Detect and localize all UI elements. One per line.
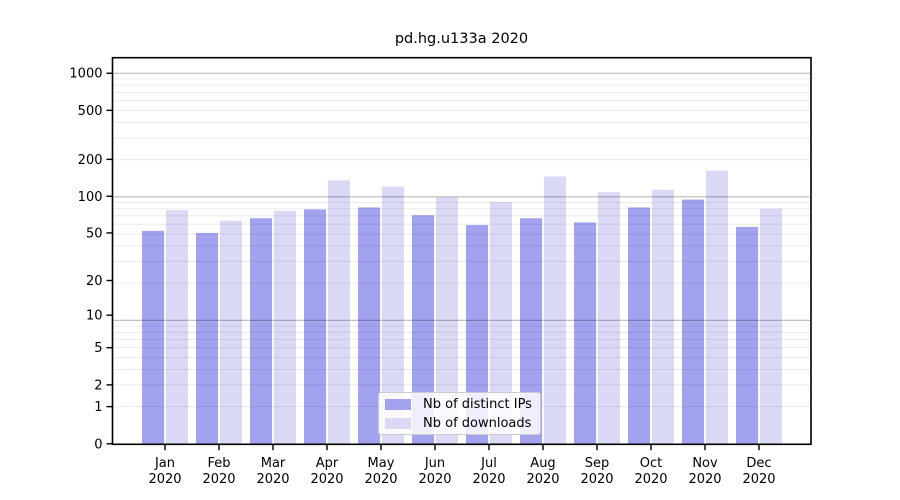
y-tick-label: 10: [86, 309, 103, 324]
bar-jul-downloads: [489, 201, 512, 445]
x-tick-label-year: 2020: [688, 472, 721, 487]
bar-nov-distinct-ips: [682, 199, 705, 445]
y-tick-label: 100: [78, 190, 103, 205]
bar-may-downloads: [381, 186, 404, 445]
legend-swatch-distinct-ips: [385, 398, 411, 410]
bar-jan-distinct-ips: [142, 230, 165, 445]
y-tick-label: 20: [86, 274, 103, 289]
bar-oct-distinct-ips: [628, 207, 651, 445]
y-tick-label: 1: [94, 400, 102, 415]
legend-item: Nb of downloads: [385, 415, 540, 431]
x-tick-label-month: Apr: [316, 456, 339, 471]
x-tick-label-year: 2020: [202, 472, 235, 487]
x-tick-label-month: Sep: [585, 456, 610, 471]
x-tick-label-month: Nov: [692, 456, 718, 471]
bar-feb-distinct-ips: [196, 232, 219, 445]
y-tick-label: 5: [94, 341, 102, 356]
legend: Nb of distinct IPs Nb of downloads: [378, 392, 541, 435]
x-tick-label-month: Aug: [530, 456, 555, 471]
y-tick-label: 1000: [69, 67, 102, 82]
bar-jun-downloads: [435, 197, 458, 445]
bar-sep-downloads: [597, 192, 620, 445]
bar-jan-downloads: [165, 210, 188, 445]
y-tick-label: 500: [78, 104, 103, 119]
x-tick-label-year: 2020: [310, 472, 343, 487]
bar-feb-downloads: [219, 220, 242, 445]
x-tick-label-year: 2020: [472, 472, 505, 487]
bar-nov-downloads: [705, 170, 728, 445]
bar-apr-distinct-ips: [304, 209, 327, 445]
y-tick-label: 200: [78, 153, 103, 168]
y-tick-label: 50: [86, 226, 103, 241]
x-tick-label-month: Mar: [261, 456, 286, 471]
bar-jun-distinct-ips: [412, 215, 435, 445]
x-tick-label-year: 2020: [148, 472, 181, 487]
plot-frame: [111, 56, 812, 446]
x-tick-label-year: 2020: [526, 472, 559, 487]
legend-swatch-downloads: [385, 417, 411, 429]
x-tick-label-year: 2020: [364, 472, 397, 487]
x-tick-label-year: 2020: [580, 472, 613, 487]
legend-label-distinct-ips: Nb of distinct IPs: [423, 396, 532, 412]
y-tick-label: 2: [94, 378, 102, 393]
bar-may-distinct-ips: [358, 207, 381, 445]
x-tick-label-month: Jun: [424, 456, 445, 471]
x-tick-label-month: Jul: [480, 456, 497, 471]
bar-aug-downloads: [543, 176, 566, 445]
bar-jul-distinct-ips: [466, 225, 489, 445]
x-tick-label-year: 2020: [742, 472, 775, 487]
bar-mar-downloads: [273, 210, 296, 445]
legend-label-downloads: Nb of downloads: [423, 415, 532, 431]
x-tick-label-month: Feb: [207, 456, 230, 471]
bar-dec-distinct-ips: [736, 226, 759, 445]
x-tick-label-month: May: [368, 456, 395, 471]
bar-apr-downloads: [327, 180, 350, 445]
x-tick-label-month: Jan: [154, 456, 175, 471]
x-tick-label-month: Oct: [640, 456, 662, 471]
bar-dec-downloads: [759, 208, 782, 445]
y-tick-label: 0: [94, 437, 102, 452]
bar-aug-distinct-ips: [520, 218, 543, 445]
x-tick-label-year: 2020: [418, 472, 451, 487]
bar-mar-distinct-ips: [250, 218, 273, 445]
x-tick-label-year: 2020: [634, 472, 667, 487]
bar-oct-downloads: [651, 189, 674, 445]
chart-title: pd.hg.u133a 2020: [394, 31, 529, 47]
x-tick-label-year: 2020: [256, 472, 289, 487]
bar-sep-distinct-ips: [574, 222, 597, 445]
x-tick-label-month: Dec: [746, 456, 771, 471]
legend-item: Nb of distinct IPs: [385, 396, 540, 412]
